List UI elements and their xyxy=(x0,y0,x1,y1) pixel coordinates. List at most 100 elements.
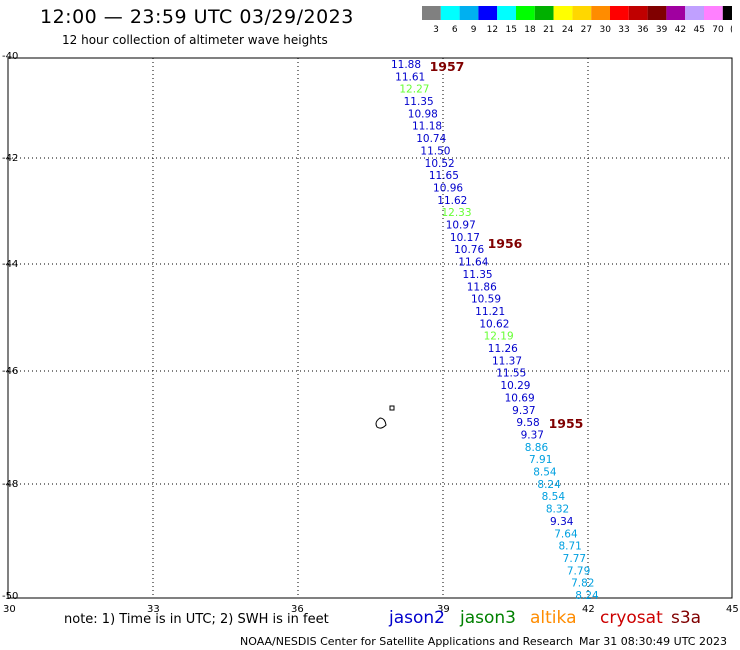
wave-height-label: 11.35 xyxy=(404,96,434,108)
colorbar-label: 70 xyxy=(712,25,724,35)
wave-height-label: 11.37 xyxy=(492,355,522,367)
track-time-label: 1956 xyxy=(488,236,523,251)
wave-height-label: 10.76 xyxy=(454,244,484,256)
y-axis-label: -46 xyxy=(2,366,19,377)
colorbar-swatch xyxy=(553,6,573,20)
colorbar-label: 6 xyxy=(452,25,458,35)
wave-height-label: 11.26 xyxy=(488,343,518,355)
wave-height-label: 8.24 xyxy=(537,479,561,491)
legend-s3a: s3a xyxy=(671,608,702,628)
colorbar-label: 12 xyxy=(487,25,498,35)
colorbar-swatch xyxy=(440,6,460,20)
wave-height-label: 8.86 xyxy=(525,442,549,454)
colorbar-label: 18 xyxy=(524,25,536,35)
wave-height-label: 10.29 xyxy=(500,380,530,392)
wave-height-label: 10.98 xyxy=(408,108,438,120)
wave-height-label: 8.54 xyxy=(533,467,557,479)
wave-height-label: 8.24 xyxy=(575,590,599,602)
x-axis-label: 45 xyxy=(726,604,739,615)
wave-height-label: 11.50 xyxy=(420,145,450,157)
wave-height-label: 10.69 xyxy=(505,392,535,404)
units-note: note: 1) Time is in UTC; 2) SWH is in fe… xyxy=(64,612,329,627)
island-outline xyxy=(389,405,395,411)
track-time-label: 1957 xyxy=(430,59,465,74)
wave-height-label: 11.35 xyxy=(463,269,493,281)
wave-height-label: 10.59 xyxy=(471,294,501,306)
y-axis-label: -40 xyxy=(2,51,19,62)
colorbar-label: 45 xyxy=(693,25,704,35)
colorbar-swatch xyxy=(516,6,535,20)
x-axis-label: 42 xyxy=(582,604,595,615)
colorbar-swatch xyxy=(497,6,516,20)
colorbar-swatch xyxy=(459,6,479,20)
wave-height-label: 11.64 xyxy=(458,257,488,269)
colorbar-swatch xyxy=(666,6,686,20)
colorbar-swatch xyxy=(704,6,723,20)
wave-height-label: 11.55 xyxy=(496,368,526,380)
legend-cryosat: cryosat xyxy=(600,608,663,628)
track-time-label: 1955 xyxy=(549,416,584,431)
wave-height-label: 12.27 xyxy=(399,84,429,96)
legend-altika: altika xyxy=(530,608,577,628)
wave-height-label: 8.54 xyxy=(542,491,566,503)
wave-height-label: 7.77 xyxy=(563,553,586,565)
colorbar-swatch xyxy=(647,6,667,20)
wave-height-label: 10.96 xyxy=(433,182,463,194)
wave-height-label: 10.62 xyxy=(479,318,509,330)
colorbar-label: 9 xyxy=(471,25,477,35)
wave-height-label: 11.18 xyxy=(412,121,442,133)
credit-line: NOAA/NESDIS Center for Satellite Applica… xyxy=(240,635,574,648)
legend-jason2: jason2 xyxy=(389,608,445,628)
wave-height-label: 11.21 xyxy=(475,306,505,318)
colorbar-swatch xyxy=(572,6,592,20)
wave-height-label: 8.71 xyxy=(558,541,581,553)
legend-jason3: jason3 xyxy=(460,608,516,628)
colorbar-label: 36 xyxy=(637,25,649,35)
colorbar-label: 27 xyxy=(581,25,592,35)
wave-height-label: 11.88 xyxy=(391,59,421,71)
wave-height-label: 10.52 xyxy=(425,158,455,170)
page-title: 12:00 — 23:59 UTC 03/29/2023 xyxy=(40,6,354,28)
wave-height-label: 10.97 xyxy=(446,220,476,232)
colorbar-swatch xyxy=(478,6,498,20)
wave-height-label: 12.33 xyxy=(441,207,471,219)
colorbar-label: 24 xyxy=(562,25,574,35)
wave-height-label: 9.37 xyxy=(512,405,535,417)
map-frame xyxy=(7,57,733,599)
colorbar-label: 21 xyxy=(543,25,554,35)
page-subtitle: 12 hour collection of altimeter wave hei… xyxy=(62,33,328,47)
wave-height-label: 11.61 xyxy=(395,71,425,83)
wave-height-label: 7.79 xyxy=(567,565,590,577)
colorbar-label: 42 xyxy=(675,25,686,35)
wave-height-label: 10.74 xyxy=(416,133,446,145)
wave-height-label: 7.91 xyxy=(529,454,552,466)
generated-timestamp: Mar 31 08:30:49 UTC 2023 xyxy=(579,635,727,648)
colorbar-label: 15 xyxy=(505,25,516,35)
colorbar-swatch xyxy=(628,6,648,20)
colorbar-swatch xyxy=(422,6,441,20)
x-axis-label: 33 xyxy=(147,604,160,615)
wave-height-label: 11.65 xyxy=(429,170,459,182)
x-axis-label: 36 xyxy=(291,604,304,615)
y-axis-label: -42 xyxy=(2,153,19,164)
y-axis-label: -48 xyxy=(2,479,19,490)
colorbar-swatch xyxy=(534,6,554,20)
wave-height-label: 11.86 xyxy=(467,281,497,293)
colorbar-swatch xyxy=(610,6,629,20)
wave-height-label: 10.17 xyxy=(450,232,480,244)
colorbar-swatch xyxy=(685,6,704,20)
y-axis-label: -50 xyxy=(2,591,19,602)
wave-height-label: 9.37 xyxy=(521,429,544,441)
wave-height-label: 7.64 xyxy=(554,528,578,540)
wave-height-label: 9.58 xyxy=(516,417,539,429)
colorbar-label: 39 xyxy=(656,25,668,35)
wave-height-label: 12.19 xyxy=(484,331,514,343)
wave-height-label: 7.82 xyxy=(571,578,594,590)
wave-height-label: 8.32 xyxy=(546,504,569,516)
wave-height-label: 9.34 xyxy=(550,516,574,528)
colorbar-label: 33 xyxy=(618,25,629,35)
colorbar-swatch xyxy=(722,6,732,20)
colorbar-label: (ft) xyxy=(730,25,732,35)
